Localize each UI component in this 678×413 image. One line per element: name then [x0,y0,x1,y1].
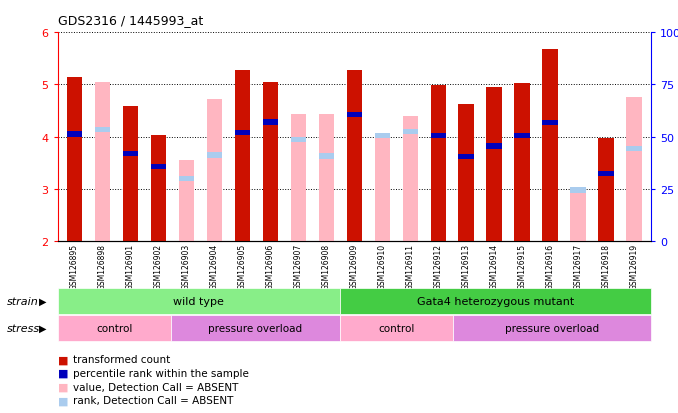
Bar [487,144,502,150]
Bar [262,83,278,242]
Text: transformed count: transformed count [73,354,170,364]
Bar [458,154,474,160]
Bar [453,315,651,341]
Bar [542,50,558,242]
Bar [403,130,418,135]
Bar [95,83,110,242]
Bar [346,71,362,242]
Text: control: control [378,323,415,333]
Bar [66,132,82,137]
Bar [374,134,390,139]
Bar [151,136,166,242]
Bar [626,98,642,242]
Bar [235,131,250,136]
Text: pressure overload: pressure overload [208,323,302,333]
Bar [123,152,138,157]
Bar [599,171,614,176]
Bar [599,138,614,242]
Bar [515,134,530,139]
Bar [487,88,502,242]
Bar [340,288,651,314]
Text: ▶: ▶ [39,296,47,306]
Text: GDS2316 / 1445993_at: GDS2316 / 1445993_at [58,14,203,27]
Bar [151,164,166,170]
Bar [58,315,171,341]
Bar [458,105,474,242]
Bar [570,194,586,242]
Bar [66,77,82,242]
Bar [95,128,110,133]
Bar [542,121,558,126]
Bar [515,83,530,242]
Text: pressure overload: pressure overload [505,323,599,333]
Bar [235,71,250,242]
Bar [340,315,453,341]
Text: wild type: wild type [174,296,224,306]
Text: ■: ■ [58,395,68,405]
Bar [570,188,586,193]
Bar [171,315,340,341]
Text: control: control [96,323,132,333]
Bar [179,176,194,182]
Bar [403,116,418,242]
Bar [374,138,390,242]
Text: stress: stress [7,323,40,333]
Text: strain: strain [7,296,39,306]
Bar [58,288,340,314]
Text: ▶: ▶ [39,323,47,333]
Bar [319,115,334,242]
Bar [626,146,642,152]
Bar [207,100,222,242]
Text: ■: ■ [58,354,68,364]
Bar [207,153,222,158]
Bar [123,107,138,242]
Text: value, Detection Call = ABSENT: value, Detection Call = ABSENT [73,382,238,392]
Bar [319,154,334,159]
Bar [291,137,306,142]
Bar [431,134,446,139]
Text: ■: ■ [58,382,68,392]
Bar [291,115,306,242]
Text: Gata4 heterozygous mutant: Gata4 heterozygous mutant [417,296,574,306]
Text: rank, Detection Call = ABSENT: rank, Detection Call = ABSENT [73,395,233,405]
Bar [431,86,446,242]
Bar [179,161,194,242]
Bar [262,120,278,125]
Text: ■: ■ [58,368,68,378]
Text: percentile rank within the sample: percentile rank within the sample [73,368,248,378]
Bar [346,112,362,118]
